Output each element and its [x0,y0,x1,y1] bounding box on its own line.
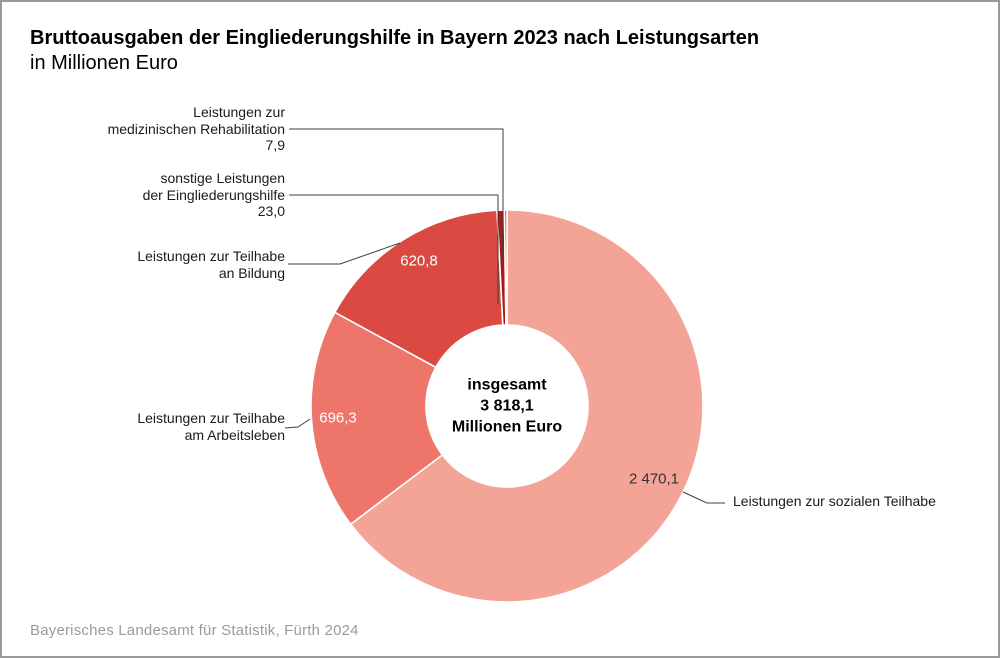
slice-soziale-teilhabe [349,209,704,603]
value-label-teilhabe-arbeitsleben: 696,3 [319,409,357,427]
callout-line: 23,0 [257,203,285,219]
callout-line: Leistungen zur sozialen Teilhabe [733,493,936,509]
slice-teilhabe-arbeitsleben [310,311,444,526]
callout-medizinische-rehabilitation: Leistungen zur medizinischen Rehabilitati… [108,104,285,154]
leader-medizinische-rehabilitation [289,128,504,264]
center-line-insgesamt: insgesamt [467,376,547,394]
callout-soziale-teilhabe: Leistungen zur sozialen Teilhabe [733,493,936,510]
source-note: Bayerisches Landesamt für Statistik, Für… [30,622,359,639]
callout-sonstige-leistungen: sonstige Leistungen der Eingliederungshil… [143,170,285,220]
callout-line: der Eingliederungshilfe [142,186,285,203]
leader-teilhabe-bildung [288,242,401,265]
center-line-unit: Millionen Euro [451,418,563,436]
callout-line: Leistungen zur Teilhabe [137,248,285,264]
callout-line: medizinischen Rehabilitation [107,120,285,137]
value-label-teilhabe-bildung: 620,8 [400,252,438,270]
callout-teilhabe-bildung: Leistungen zur Teilhabe an Bildung [137,248,285,281]
chart-header: Bruttoausgaben der Eingliederungshilfe i… [30,26,759,76]
center-total-value: 3 818,1 [480,397,534,415]
callout-line: am Arbeitsleben [184,426,285,443]
chart-subtitle: in Millionen Euro [30,52,178,74]
value-label-soziale-teilhabe: 2 470,1 [628,470,680,488]
callout-teilhabe-arbeitsleben: Leistungen zur Teilhabe am Arbeitsleben [137,410,285,443]
leader-teilhabe-arbeitsleben [284,418,311,429]
callout-line: Leistungen zur Teilhabe [137,410,285,426]
donut-slices [310,209,704,603]
callout-line: an Bildung [218,264,285,281]
donut-center-label: insgesamt 3 818,1 Millionen Euro [452,375,562,438]
callout-line: 7,9 [265,137,285,153]
leader-lines [284,128,725,504]
chart-title: Bruttoausgaben der Eingliederungshilfe i… [30,27,760,49]
leader-sonstige-leistungen [289,194,499,304]
slice-medizinische-rehabilitation [503,209,508,326]
callout-line: Leistungen zur [193,104,285,120]
callout-line: sonstige Leistungen [160,170,285,186]
slice-teilhabe-bildung [333,209,504,369]
leader-soziale-teilhabe [682,491,725,504]
